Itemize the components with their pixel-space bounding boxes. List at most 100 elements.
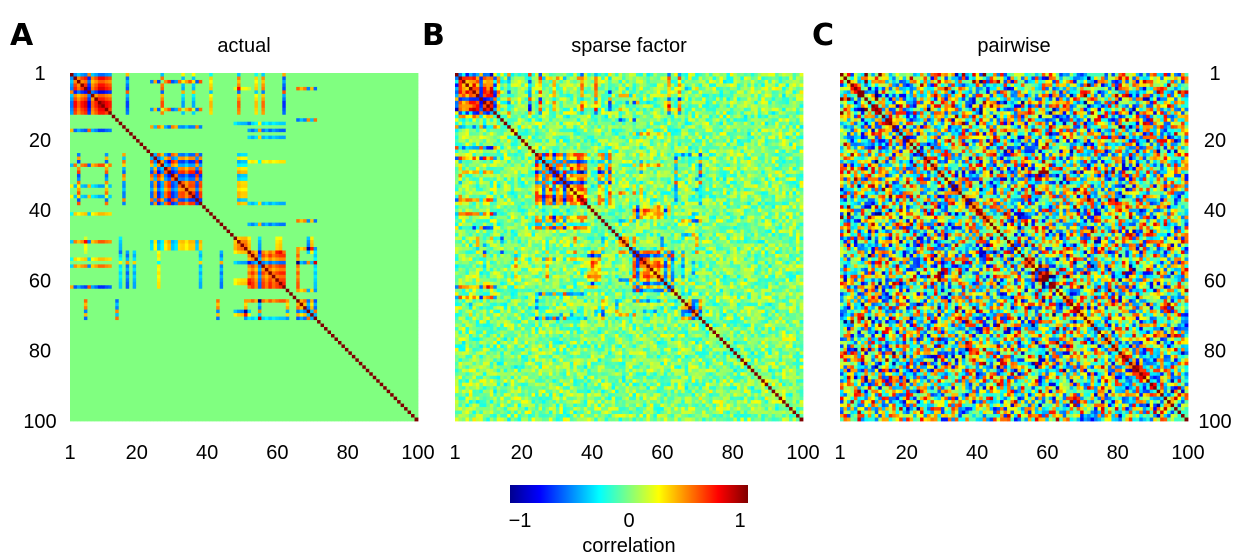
heatmap-cell [275, 101, 279, 105]
heatmap-cell [286, 233, 290, 237]
heatmap-cell [411, 202, 415, 206]
heatmap-cell [209, 212, 213, 216]
heatmap-cell [317, 212, 321, 216]
heatmap-cell [181, 146, 185, 150]
heatmap-cell [157, 244, 161, 248]
heatmap-cell [115, 115, 119, 119]
heatmap-cell [84, 80, 88, 84]
heatmap-cell [300, 191, 304, 195]
heatmap-cell [167, 150, 171, 154]
heatmap-cell [174, 139, 178, 143]
heatmap-cell [87, 104, 91, 108]
heatmap-cell [380, 104, 384, 108]
heatmap-cell [397, 139, 401, 143]
heatmap-cell [164, 150, 168, 154]
heatmap-cell [404, 111, 408, 115]
heatmap-cell [272, 170, 276, 174]
heatmap-cell [401, 153, 405, 157]
heatmap-cell [202, 94, 206, 98]
heatmap-cell [314, 195, 318, 199]
heatmap-cell [328, 157, 332, 161]
heatmap-cell [345, 177, 349, 181]
heatmap-cell [397, 226, 401, 230]
heatmap-cell [192, 90, 196, 94]
heatmap-cell [373, 216, 377, 220]
heatmap-cell [411, 153, 415, 157]
heatmap-cell [143, 223, 147, 227]
heatmap-cell [227, 223, 231, 227]
heatmap-cell [296, 230, 300, 234]
heatmap-cell [376, 94, 380, 98]
heatmap-cell [380, 233, 384, 237]
heatmap-cell [174, 94, 178, 98]
heatmap-cell [213, 83, 217, 87]
heatmap-cell [181, 184, 185, 188]
heatmap-cell [213, 160, 217, 164]
heatmap-cell [115, 184, 119, 188]
heatmap-cell [310, 212, 314, 216]
heatmap-cell [227, 202, 231, 206]
heatmap-cell [272, 167, 276, 171]
heatmap-cell [296, 219, 300, 223]
heatmap-cell [279, 230, 283, 234]
heatmap-cell [390, 129, 394, 133]
heatmap-cell [244, 129, 248, 133]
heatmap-cell [112, 143, 116, 147]
heatmap-cell [143, 111, 147, 115]
heatmap-cell [324, 184, 328, 188]
heatmap-cell [321, 160, 325, 164]
heatmap-cell [174, 223, 178, 227]
heatmap-cell [70, 181, 74, 185]
heatmap-cell [220, 122, 224, 126]
heatmap-cell [411, 184, 415, 188]
heatmap-cell [84, 160, 88, 164]
heatmap-cell [324, 115, 328, 119]
heatmap-cell [397, 157, 401, 161]
heatmap-cell [206, 198, 210, 202]
heatmap-cell [192, 170, 196, 174]
heatmap-cell [126, 244, 130, 248]
heatmap-cell [94, 202, 98, 206]
heatmap-cell [328, 184, 332, 188]
heatmap-cell [251, 240, 255, 244]
heatmap-cell [321, 94, 325, 98]
heatmap-cell [206, 237, 210, 241]
heatmap-cell [140, 118, 144, 122]
heatmap-cell [373, 150, 377, 154]
heatmap-cell [167, 188, 171, 192]
heatmap-cell [317, 97, 321, 101]
heatmap-cell [258, 108, 262, 112]
heatmap-cell [310, 163, 314, 167]
heatmap-cell [87, 90, 91, 94]
heatmap-cell [334, 111, 338, 115]
heatmap-cell [160, 160, 164, 164]
heatmap-cell [213, 195, 217, 199]
heatmap-cell [247, 226, 251, 230]
heatmap-cell [209, 153, 213, 157]
heatmap-cell [192, 191, 196, 195]
heatmap-cell [268, 223, 272, 227]
heatmap-cell [154, 90, 158, 94]
heatmap-cell [105, 132, 109, 136]
heatmap-cell [195, 73, 199, 77]
heatmap-cell [112, 90, 116, 94]
heatmap-cell [115, 108, 119, 112]
heatmap-cell [223, 87, 227, 91]
heatmap-cell [136, 216, 140, 220]
heatmap-cell [261, 181, 265, 185]
heatmap-cell [202, 101, 206, 105]
heatmap-cell [261, 157, 265, 161]
heatmap-cell [314, 191, 318, 195]
heatmap-cell [261, 87, 265, 91]
heatmap-cell [154, 188, 158, 192]
heatmap-cell [77, 146, 81, 150]
heatmap-cell [334, 139, 338, 143]
heatmap-cell [108, 163, 112, 167]
heatmap-cell [150, 219, 154, 223]
heatmap-cell [334, 219, 338, 223]
heatmap-cell [84, 153, 88, 157]
heatmap-cell [352, 101, 356, 105]
heatmap-cell [300, 198, 304, 202]
heatmap-cell [289, 97, 293, 101]
heatmap-cell [140, 184, 144, 188]
